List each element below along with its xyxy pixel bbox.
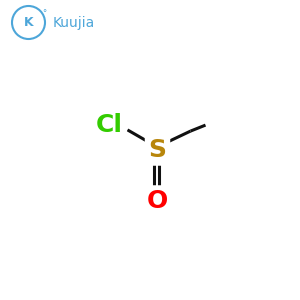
Text: Cl: Cl [96,112,123,136]
Text: K: K [24,16,33,29]
Text: °: ° [42,9,46,18]
Text: O: O [147,189,168,213]
Text: S: S [148,138,166,162]
Text: Kuujia: Kuujia [52,16,95,29]
